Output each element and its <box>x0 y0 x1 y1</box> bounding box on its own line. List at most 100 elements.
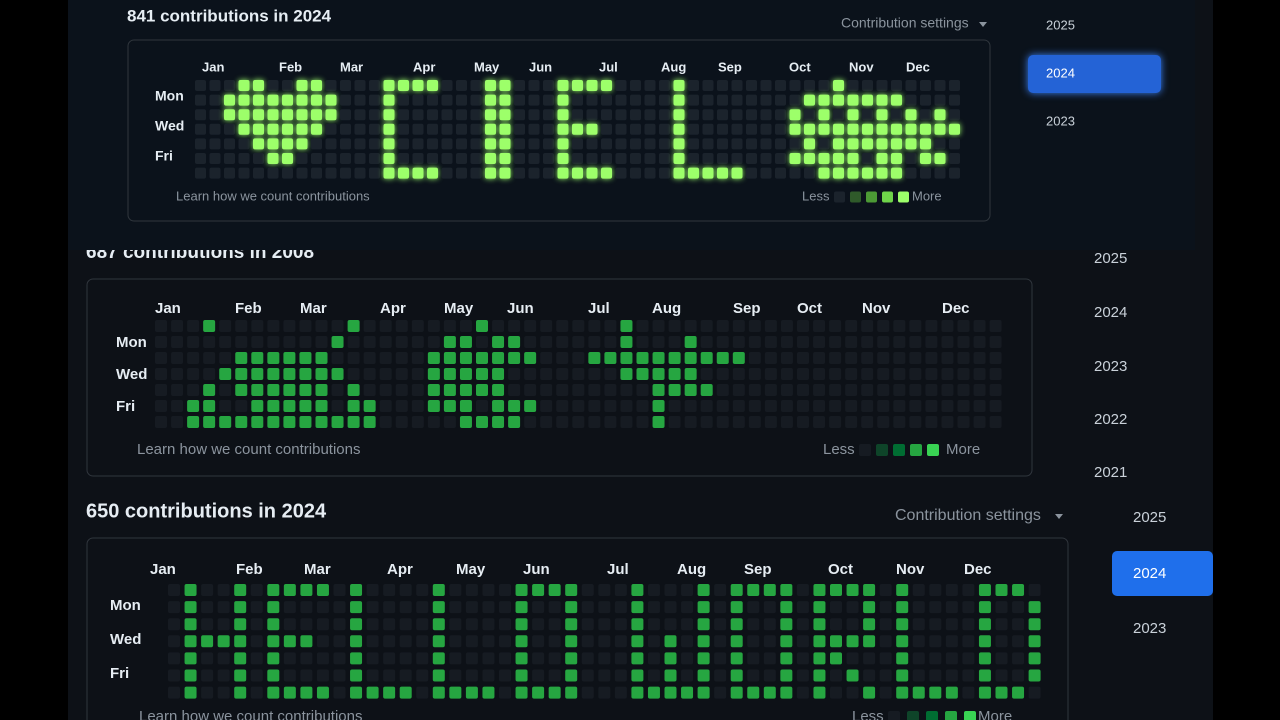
contribution-cell <box>465 669 478 682</box>
contribution-cell <box>398 123 409 135</box>
contribution-cell <box>283 601 296 614</box>
contribution-cell <box>631 584 644 596</box>
learn-link[interactable]: Learn how we count contributions <box>137 441 360 458</box>
contribution-cell <box>909 384 922 396</box>
contribution-cell <box>383 618 396 631</box>
contribution-cell <box>492 368 505 380</box>
contribution-cell <box>432 635 445 648</box>
legend-more: More <box>912 188 942 203</box>
contribution-cell <box>688 123 699 135</box>
contribution-cell <box>934 109 946 121</box>
contribution-cell <box>746 153 757 164</box>
contribution-cell <box>499 635 511 648</box>
contribution-cell <box>250 669 263 682</box>
contribution-cell <box>315 368 328 380</box>
contribution-cell <box>572 153 583 164</box>
contribution-cell <box>652 320 665 332</box>
year-link[interactable]: 2025 <box>1046 17 1075 32</box>
contribution-cell <box>1028 686 1041 699</box>
year-link[interactable]: 2023 <box>1046 113 1075 128</box>
contribution-cell <box>681 652 694 665</box>
day-label: Wed <box>110 631 141 648</box>
contribution-cell <box>620 320 633 332</box>
contribution-cell <box>459 320 472 332</box>
year-button-selected[interactable] <box>1112 551 1213 596</box>
year-link[interactable]: 2025 <box>1094 250 1127 267</box>
contribution-cell <box>973 320 986 332</box>
contribution-cell <box>203 384 216 396</box>
year-link[interactable]: 2023 <box>1133 620 1166 637</box>
year-link[interactable]: 2024 <box>1094 304 1127 321</box>
contribution-cell <box>383 601 396 614</box>
contribution-cell <box>896 669 909 682</box>
contribution-cell <box>879 618 892 631</box>
contribution-cell <box>748 400 761 412</box>
legend-swatch <box>859 444 871 456</box>
contribution-cell <box>731 80 743 91</box>
year-link[interactable]: 2022 <box>1094 411 1127 428</box>
contribution-cell <box>652 384 665 396</box>
contribution-cell <box>700 400 713 412</box>
legend-less: Less <box>823 441 855 458</box>
contribution-cell <box>524 320 537 332</box>
contribution-cell <box>524 368 537 380</box>
contribution-cell <box>747 669 760 682</box>
contribution-cell <box>543 167 554 179</box>
contribution-cell <box>219 352 232 364</box>
contribution-cell <box>399 652 412 665</box>
contribution-cell <box>456 109 467 121</box>
year-link[interactable]: 2025 <box>1133 509 1166 526</box>
year-link[interactable]: 2024 <box>1133 565 1166 582</box>
contribution-cell <box>283 368 296 380</box>
contribution-cell <box>267 635 280 648</box>
year-button-selected[interactable] <box>1028 55 1161 93</box>
contribution-cell <box>399 669 412 682</box>
contribution-settings[interactable]: Contribution settings <box>895 507 1041 524</box>
contribution-cell <box>155 320 167 332</box>
dropdown-caret[interactable] <box>979 22 987 27</box>
year-link[interactable]: 2023 <box>1094 358 1127 375</box>
contribution-cell <box>238 94 250 106</box>
month-label: Dec <box>942 300 970 317</box>
year-link[interactable]: 2024 <box>1046 65 1075 80</box>
contribution-cell <box>427 138 438 150</box>
contribution-cell <box>949 123 960 135</box>
contribution-cell <box>764 400 777 412</box>
contribution-cell <box>449 618 462 631</box>
contribution-cell <box>978 618 991 631</box>
contribution-settings[interactable]: Contribution settings <box>841 15 969 31</box>
contribution-cell <box>224 94 235 106</box>
contribution-cell <box>949 80 960 91</box>
contribution-cell <box>760 153 772 164</box>
contribution-cell <box>195 123 206 135</box>
contribution-cell <box>363 320 376 332</box>
contribution-cell <box>201 618 214 631</box>
contribution-cell <box>219 416 232 428</box>
contribution-cell <box>586 94 598 106</box>
contribution-cell <box>581 686 594 699</box>
contribution-cell <box>896 584 909 596</box>
learn-link[interactable]: Learn how we count contributions <box>139 708 362 720</box>
contribution-cell <box>659 80 670 91</box>
contribution-cell <box>588 368 601 380</box>
year-link[interactable]: 2021 <box>1094 464 1127 481</box>
learn-link[interactable]: Learn how we count contributions <box>176 188 370 203</box>
contribution-cell <box>432 669 445 682</box>
contribution-cell <box>876 109 888 121</box>
contribution-cell <box>934 138 946 150</box>
contribution-cell <box>945 618 958 631</box>
contribution-cell <box>877 352 890 364</box>
contribution-cell <box>234 635 247 648</box>
contribution-cell <box>470 80 482 91</box>
contribution-cell <box>731 153 743 164</box>
contribution-cell <box>572 109 583 121</box>
contribution-cell <box>893 320 906 332</box>
contribution-cell <box>813 635 826 648</box>
contribution-cell <box>548 601 561 614</box>
contribution-cell <box>995 686 1008 699</box>
contribution-cell <box>333 618 346 631</box>
dropdown-caret[interactable] <box>1055 514 1063 519</box>
contribution-cell <box>934 167 946 179</box>
contribution-cell <box>572 123 583 135</box>
contribution-cell <box>797 352 809 364</box>
